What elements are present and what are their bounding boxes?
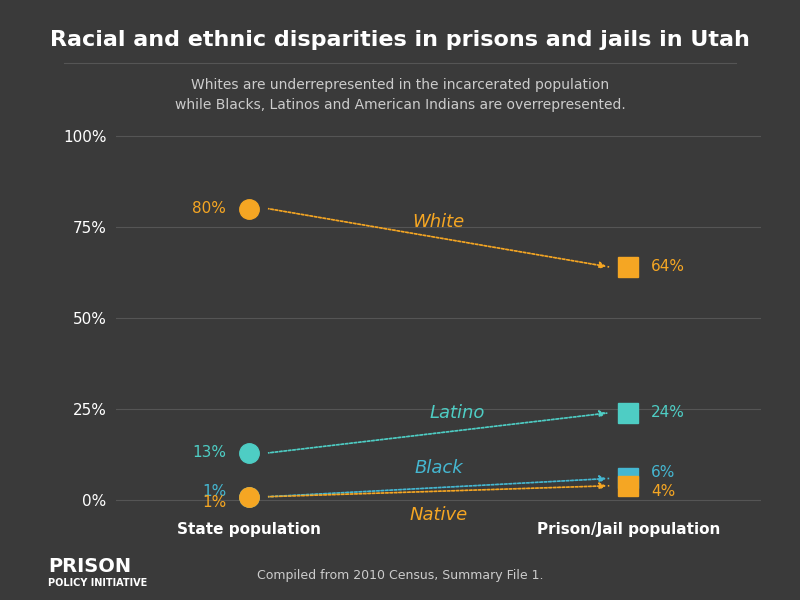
Text: White: White [413,212,465,230]
Text: 24%: 24% [651,406,685,421]
Text: State population: State population [177,522,321,537]
Text: 4%: 4% [651,484,675,499]
Text: Prison/Jail population: Prison/Jail population [537,522,720,537]
Text: Latino: Latino [430,404,486,422]
Text: Racial and ethnic disparities in prisons and jails in Utah: Racial and ethnic disparities in prisons… [50,30,750,50]
Text: 80%: 80% [192,201,226,216]
Text: PRISON: PRISON [48,557,131,576]
Text: 6%: 6% [651,466,675,481]
Text: 64%: 64% [651,259,685,274]
Text: Native: Native [410,506,468,524]
Text: 1%: 1% [202,484,226,499]
Text: 13%: 13% [192,445,226,460]
Text: 1%: 1% [202,494,226,509]
Text: Whites are underrepresented in the incarcerated population
while Blacks, Latinos: Whites are underrepresented in the incar… [174,78,626,112]
Text: POLICY INITIATIVE: POLICY INITIATIVE [48,578,147,588]
Text: Compiled from 2010 Census, Summary File 1.: Compiled from 2010 Census, Summary File … [257,569,543,582]
Text: Black: Black [414,458,463,476]
